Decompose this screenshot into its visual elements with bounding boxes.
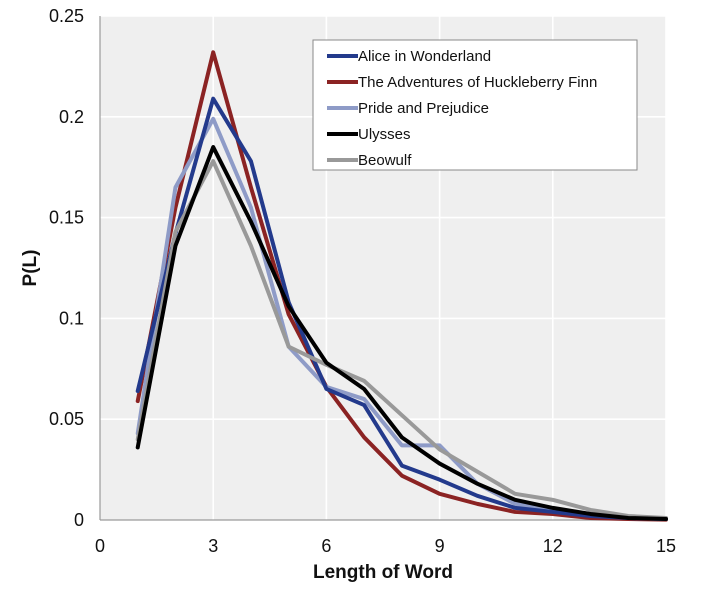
x-tick-label: 15 [656,536,676,556]
x-tick-label: 0 [95,536,105,556]
y-tick-label: 0.2 [59,107,84,127]
y-tick-label: 0.1 [59,308,84,328]
x-tick-label: 12 [543,536,563,556]
legend-items: Alice in Wonderland The Adventures of Huc… [327,48,597,169]
series-line-beowulf [135,159,668,520]
y-axis-title: P(L) [20,250,41,287]
legend: Alice in Wonderland The Adventures of Huc… [312,39,638,171]
x-tick-label: 6 [321,536,331,556]
legend-label: Alice in Wonderland [358,48,491,65]
legend-label: The Adventures of Huckleberry Finn [358,74,597,91]
series-lines [135,50,668,522]
legend-label: Beowulf [358,152,412,169]
y-tick-label: 0 [74,510,84,530]
legend-label: Pride and Prejudice [358,100,489,117]
tick-labels: 0 3 6 9 12 15 0 0.05 0.1 0.15 0.2 0.25 [49,6,676,556]
x-tick-label: 3 [208,536,218,556]
series-line-ulysses [135,145,668,521]
y-tick-label: 0.05 [49,409,84,429]
axes [99,16,666,521]
y-tick-label: 0.15 [49,208,84,228]
y-tick-label: 0.25 [49,6,84,26]
x-tick-label: 9 [435,536,445,556]
series-line-alice-in-wonderland [135,96,668,521]
legend-box [312,39,638,171]
x-axis-title: Length of Word [313,562,453,583]
legend-label: Ulysses [358,126,411,143]
